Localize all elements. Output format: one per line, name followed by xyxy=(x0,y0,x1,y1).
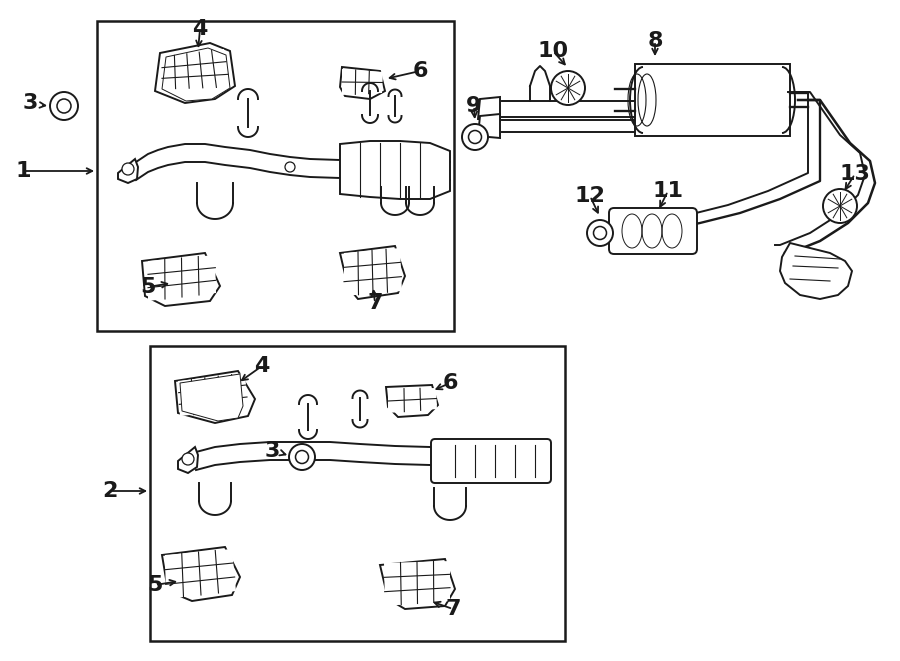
FancyBboxPatch shape xyxy=(431,439,551,483)
Bar xyxy=(635,64,790,136)
Polygon shape xyxy=(340,246,405,299)
Polygon shape xyxy=(175,371,255,423)
Text: 3: 3 xyxy=(22,93,38,113)
Polygon shape xyxy=(340,141,450,199)
Text: 6: 6 xyxy=(442,373,458,393)
Circle shape xyxy=(182,453,194,465)
Circle shape xyxy=(823,189,857,223)
Text: 3: 3 xyxy=(265,441,280,461)
Polygon shape xyxy=(340,67,385,99)
Polygon shape xyxy=(478,114,500,138)
Text: 10: 10 xyxy=(537,41,569,61)
Text: 4: 4 xyxy=(255,356,270,376)
Polygon shape xyxy=(142,253,220,306)
Polygon shape xyxy=(180,374,243,421)
Text: 1: 1 xyxy=(15,161,31,181)
Polygon shape xyxy=(162,49,230,89)
Bar xyxy=(97,21,454,331)
Text: 7: 7 xyxy=(367,293,382,313)
Text: 13: 13 xyxy=(840,164,870,184)
Circle shape xyxy=(122,163,134,175)
Text: 9: 9 xyxy=(466,96,482,116)
Circle shape xyxy=(285,162,295,172)
Polygon shape xyxy=(162,547,240,601)
Circle shape xyxy=(587,220,613,246)
Polygon shape xyxy=(148,255,216,301)
Text: 5: 5 xyxy=(148,575,163,595)
Polygon shape xyxy=(478,97,500,121)
Circle shape xyxy=(593,227,607,239)
Text: 7: 7 xyxy=(446,599,461,619)
Polygon shape xyxy=(118,159,138,183)
Text: 12: 12 xyxy=(574,186,606,206)
Polygon shape xyxy=(384,561,450,606)
Circle shape xyxy=(462,124,488,150)
Circle shape xyxy=(551,71,585,105)
Polygon shape xyxy=(388,388,437,413)
Polygon shape xyxy=(780,243,852,299)
Polygon shape xyxy=(380,559,455,609)
Polygon shape xyxy=(344,248,402,296)
Bar xyxy=(150,346,565,641)
FancyBboxPatch shape xyxy=(609,208,697,254)
Text: 4: 4 xyxy=(193,19,208,39)
Polygon shape xyxy=(155,43,235,103)
Text: 8: 8 xyxy=(647,31,662,51)
Text: 2: 2 xyxy=(103,481,118,501)
Text: 5: 5 xyxy=(140,277,156,297)
Circle shape xyxy=(295,451,309,463)
Circle shape xyxy=(289,444,315,470)
Text: 11: 11 xyxy=(652,181,683,201)
Polygon shape xyxy=(178,373,248,416)
Polygon shape xyxy=(178,447,198,473)
Polygon shape xyxy=(386,385,438,417)
Circle shape xyxy=(469,130,482,143)
Circle shape xyxy=(50,92,78,120)
Polygon shape xyxy=(162,48,230,101)
Polygon shape xyxy=(342,69,383,95)
Text: 6: 6 xyxy=(412,61,427,81)
Circle shape xyxy=(57,99,71,113)
Polygon shape xyxy=(165,549,236,599)
